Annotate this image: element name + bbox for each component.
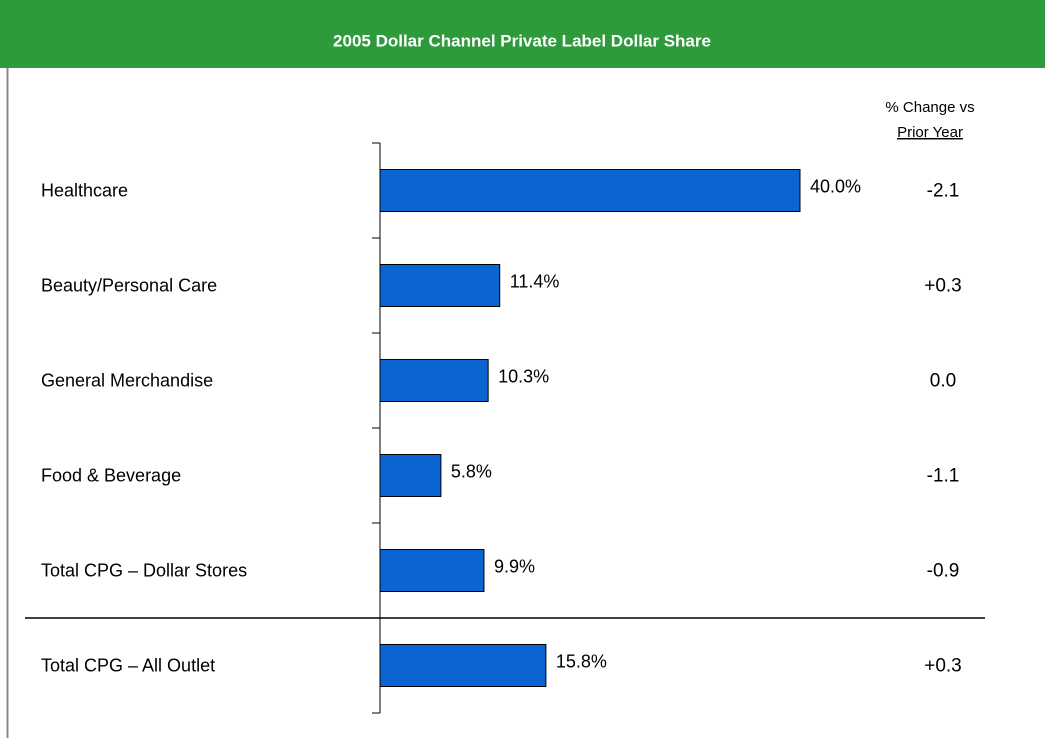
value-label: 10.3% [498,366,549,386]
change-header: % Change vs [885,99,974,116]
category-label: Beauty/Personal Care [41,275,217,295]
value-label: 15.8% [556,651,607,671]
category-label: General Merchandise [41,370,213,390]
value-label: 40.0% [810,176,861,196]
bar [379,169,801,212]
change-value: -2.1 [927,181,960,202]
change-value: +0.3 [924,276,962,297]
category-label: Food & Beverage [41,465,181,485]
header-bar [0,0,1045,68]
category-label: Total CPG – All Outlet [41,655,215,675]
bar [379,549,485,592]
value-label: 9.9% [494,556,535,576]
bar [379,264,501,307]
category-label: Healthcare [41,180,128,200]
change-header: Prior Year [897,124,963,141]
chart-title: 2005 Dollar Channel Private Label Dollar… [333,31,711,50]
change-value: -0.9 [927,561,960,582]
bar [379,359,489,402]
bar [379,454,442,497]
value-label: 5.8% [451,461,492,481]
bar [379,644,547,687]
change-value: -1.1 [927,466,960,487]
category-label: Total CPG – Dollar Stores [41,560,247,580]
change-value: 0.0 [930,371,956,392]
change-value: +0.3 [924,656,962,677]
value-label: 11.4% [510,271,560,291]
